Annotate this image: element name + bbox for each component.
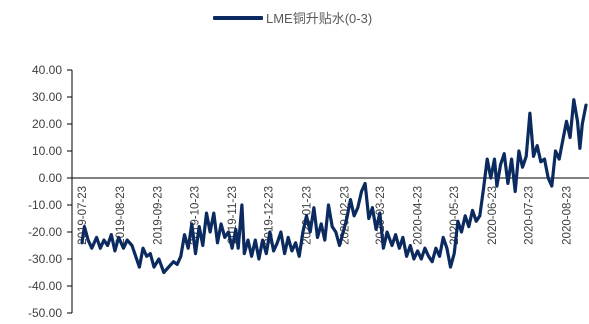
series-line (80, 98, 588, 275)
y-tick-label: -20.00 (28, 225, 62, 239)
y-tick-label: 10.00 (32, 144, 62, 158)
legend-line-swatch (213, 15, 263, 20)
x-tick-label: 2020-04-23 (413, 186, 425, 245)
x-tick-label: 2020-06-23 (487, 186, 499, 245)
x-tick-label: 2019-12-23 (264, 186, 276, 245)
y-tick-label: -40.00 (28, 279, 62, 293)
y-tick-label: 20.00 (32, 117, 62, 131)
x-tick-label: 2019-08-23 (115, 186, 127, 245)
legend-label: LME铜升贴水(0-3) (266, 11, 373, 26)
y-tick-label: 0.00 (39, 171, 63, 185)
x-tick-label: 2020-08-23 (561, 186, 573, 245)
y-tick-label: -10.00 (28, 198, 62, 212)
legend: LME铜升贴水(0-3) (213, 8, 372, 27)
y-tick-label: -30.00 (28, 252, 62, 266)
y-tick-label: 40.00 (32, 63, 62, 77)
y-tick-label: 30.00 (32, 90, 62, 104)
x-tick-label: 2020-07-23 (524, 186, 536, 245)
y-tick-label: -50.00 (28, 306, 62, 320)
x-tick-label: 2019-09-23 (153, 186, 165, 245)
